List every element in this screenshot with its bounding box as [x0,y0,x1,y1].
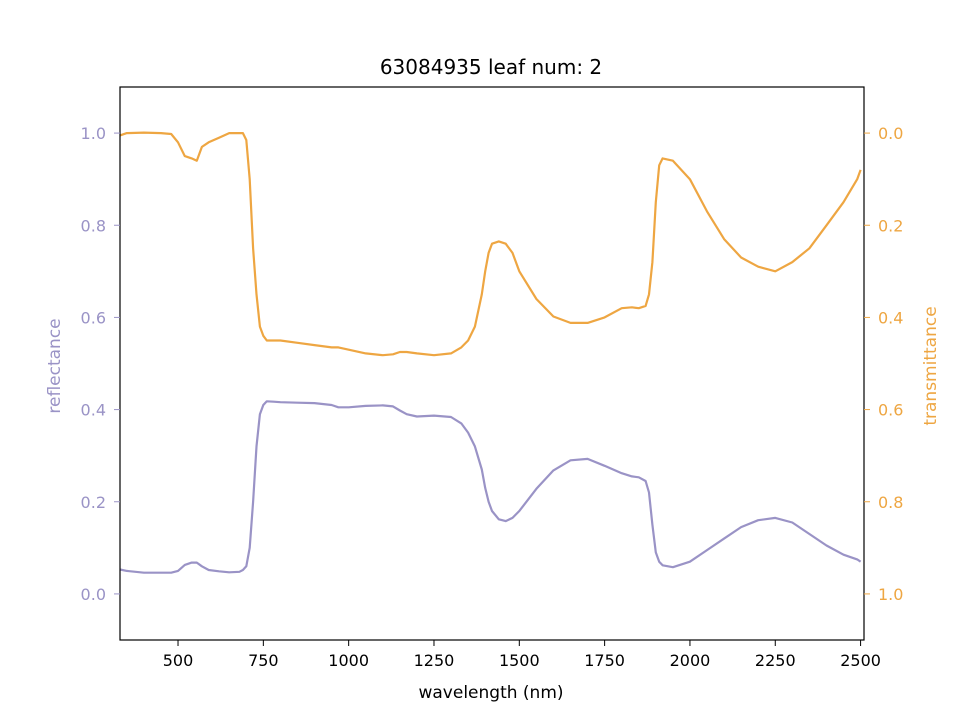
x-tick-label: 750 [248,651,279,670]
right-y-tick-label: 0.6 [878,401,903,420]
x-axis-title: wavelength (nm) [418,683,563,703]
right-y-tick-label: 1.0 [878,585,903,604]
right-y-tick-label: 0.8 [878,493,903,512]
x-tick-label: 2500 [840,651,881,670]
series-layer [119,131,862,574]
x-tick-label: 500 [163,651,194,670]
x-tick-label: 2000 [670,651,711,670]
reflectance-series-line [119,400,862,574]
right-y-axis-title: transmittance [921,306,941,425]
chart-title: 63084935 leaf num: 2 [380,55,602,79]
left-y-tick-label: 0.4 [81,401,106,420]
right-y-tick-label: 0.4 [878,308,903,327]
right-y-axis: 0.0 0.2 0.4 0.6 0.8 1.0 [864,124,903,604]
right-y-tick-label: 0.2 [878,216,903,235]
left-y-tick-label: 0.2 [81,493,106,512]
x-axis: 500 750 1000 1250 1500 1750 2000 2250 2500 [163,640,881,670]
x-tick-label: 1250 [414,651,455,670]
left-y-tick-label: 0.6 [81,308,106,327]
x-tick-label: 2250 [755,651,796,670]
left-y-tick-label: 0.8 [81,216,106,235]
x-tick-label: 1750 [584,651,625,670]
transmittance-series-line [119,131,862,357]
left-y-axis-title: reflectance [45,318,65,413]
left-y-tick-label: 1.0 [81,124,106,143]
right-y-tick-label: 0.0 [878,124,903,143]
x-tick-label: 1000 [328,651,369,670]
plot-frame [119,86,865,641]
left-y-tick-label: 0.0 [81,585,106,604]
x-tick-label: 1500 [499,651,540,670]
left-y-axis: 0.0 0.2 0.4 0.6 0.8 1.0 [81,124,120,604]
